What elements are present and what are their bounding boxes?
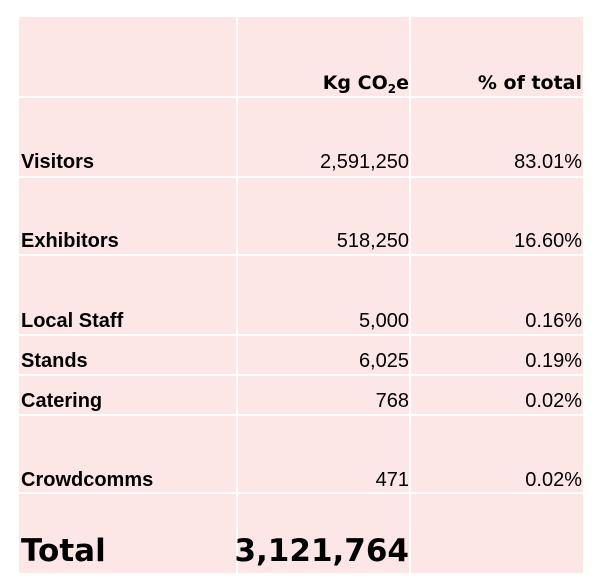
total-label: Total	[21, 533, 106, 569]
row-pct-local-staff: 0.16%	[525, 310, 582, 332]
row-kg-stands: 6,025	[358, 350, 409, 372]
row-label-stands: Stands	[21, 350, 88, 372]
kg-co2e-label: Kg CO	[322, 72, 388, 94]
row-pct-exhibitors: 16.60%	[514, 230, 582, 252]
row-divider	[19, 492, 583, 494]
column-divider	[409, 17, 411, 573]
row-divider	[19, 96, 583, 98]
row-kg-crowdcomms: 471	[375, 469, 409, 491]
row-label-catering: Catering	[21, 390, 103, 412]
row-kg-exhibitors: 518,250	[336, 230, 409, 252]
row-divider	[19, 254, 583, 256]
row-kg-catering: 768	[375, 390, 409, 412]
row-pct-crowdcomms: 0.02%	[525, 469, 582, 491]
kg-co2e-suffix: e	[396, 72, 409, 94]
row-divider	[19, 334, 583, 336]
row-pct-catering: 0.02%	[525, 390, 582, 412]
row-divider	[19, 414, 583, 416]
row-label-visitors: Visitors	[21, 151, 94, 173]
row-label-crowdcomms: Crowdcomms	[21, 469, 154, 491]
total-kg-value: 3,121,764	[234, 533, 409, 569]
row-divider	[19, 176, 583, 178]
percent-total-header: % of total	[477, 72, 582, 94]
column-divider	[236, 17, 238, 573]
row-label-local-staff: Local Staff	[21, 310, 124, 332]
row-pct-stands: 0.19%	[525, 350, 582, 372]
row-divider	[19, 374, 583, 376]
row-pct-visitors: 83.01%	[514, 151, 582, 173]
row-kg-visitors: 2,591,250	[320, 151, 409, 173]
co2-subscript: 2	[387, 82, 397, 96]
emissions-table: Kg CO2e % of total Visitors 2,591,250 83…	[19, 17, 583, 573]
row-label-exhibitors: Exhibitors	[21, 230, 119, 252]
kg-co2e-header: Kg CO2e	[322, 72, 409, 96]
row-kg-local-staff: 5,000	[358, 310, 409, 332]
